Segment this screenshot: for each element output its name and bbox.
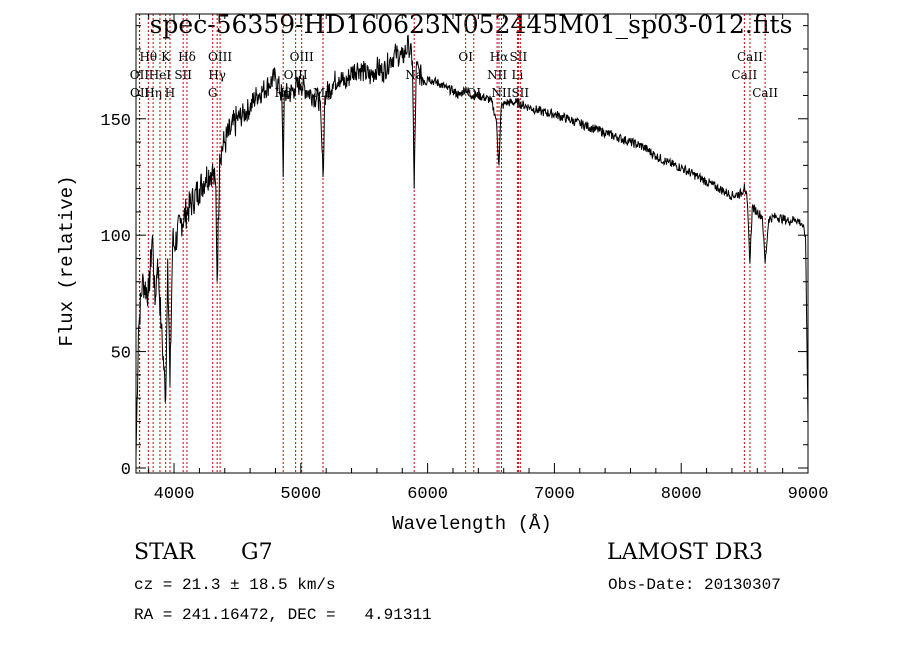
- survey: LAMOST DR3: [607, 540, 763, 565]
- y-tick-label: 100: [100, 228, 131, 247]
- marker-label: Hη: [144, 86, 162, 100]
- x-tick-label: 4000: [154, 485, 195, 504]
- coordinates: RA = 241.16472, DEC = 4.91311: [134, 606, 432, 624]
- marker-label: K: [161, 50, 171, 64]
- x-tick-label: 8000: [661, 485, 702, 504]
- redshift: cz = 21.3 ± 18.5 km/s: [134, 576, 336, 594]
- x-tick-label: 9000: [788, 485, 829, 504]
- marker-label: CaII: [731, 68, 757, 82]
- subclass: G7: [241, 540, 273, 565]
- marker-label: CaII: [752, 86, 778, 100]
- axes-ticks: 4000 5000 6000 7000 8000 9000 0 50 100 150: [100, 14, 828, 504]
- marker-label: NII: [487, 68, 507, 82]
- marker-label: Hγ: [208, 68, 226, 82]
- marker-label: Hδ: [178, 50, 196, 64]
- marker-label: Na: [405, 68, 423, 82]
- marker-label: Hα: [490, 50, 509, 64]
- marker-label: OI: [458, 50, 473, 64]
- line-markers: OIIOIIHθHηHeIKHSIIHδGHγOIIIHβOIIIOIIIMgN…: [130, 14, 778, 473]
- y-tick-label: 50: [111, 345, 131, 364]
- marker-label: H: [165, 86, 175, 100]
- marker-label: OIII: [290, 50, 314, 64]
- marker-label: OIII: [208, 50, 232, 64]
- plot-frame: [135, 13, 809, 474]
- chart-title: spec-56359-HD160623N052445M01_sp03-012.f…: [150, 10, 793, 39]
- y-axis-label: Flux (relative): [56, 175, 78, 346]
- obs-date: Obs-Date: 20130307: [608, 576, 781, 594]
- marker-label: NII: [492, 86, 512, 100]
- marker-label: SII: [510, 50, 528, 64]
- marker-label: OII: [130, 86, 150, 100]
- marker-label: SII: [511, 86, 529, 100]
- marker-label: Hθ: [139, 50, 157, 64]
- y-tick-label: 0: [121, 461, 131, 480]
- y-tick-label: 150: [100, 112, 131, 131]
- spectrum-line: [135, 34, 809, 457]
- x-tick-label: 7000: [534, 485, 575, 504]
- x-tick-label: 6000: [407, 485, 448, 504]
- x-axis-label: Wavelength (Å): [392, 513, 552, 535]
- marker-label: SII: [174, 68, 192, 82]
- marker-label: CaII: [737, 50, 763, 64]
- marker-label: Li: [511, 68, 523, 82]
- marker-label: HeI: [149, 68, 172, 82]
- object-class: STAR: [134, 540, 196, 565]
- marker-label: G: [208, 86, 218, 100]
- x-tick-label: 5000: [280, 485, 321, 504]
